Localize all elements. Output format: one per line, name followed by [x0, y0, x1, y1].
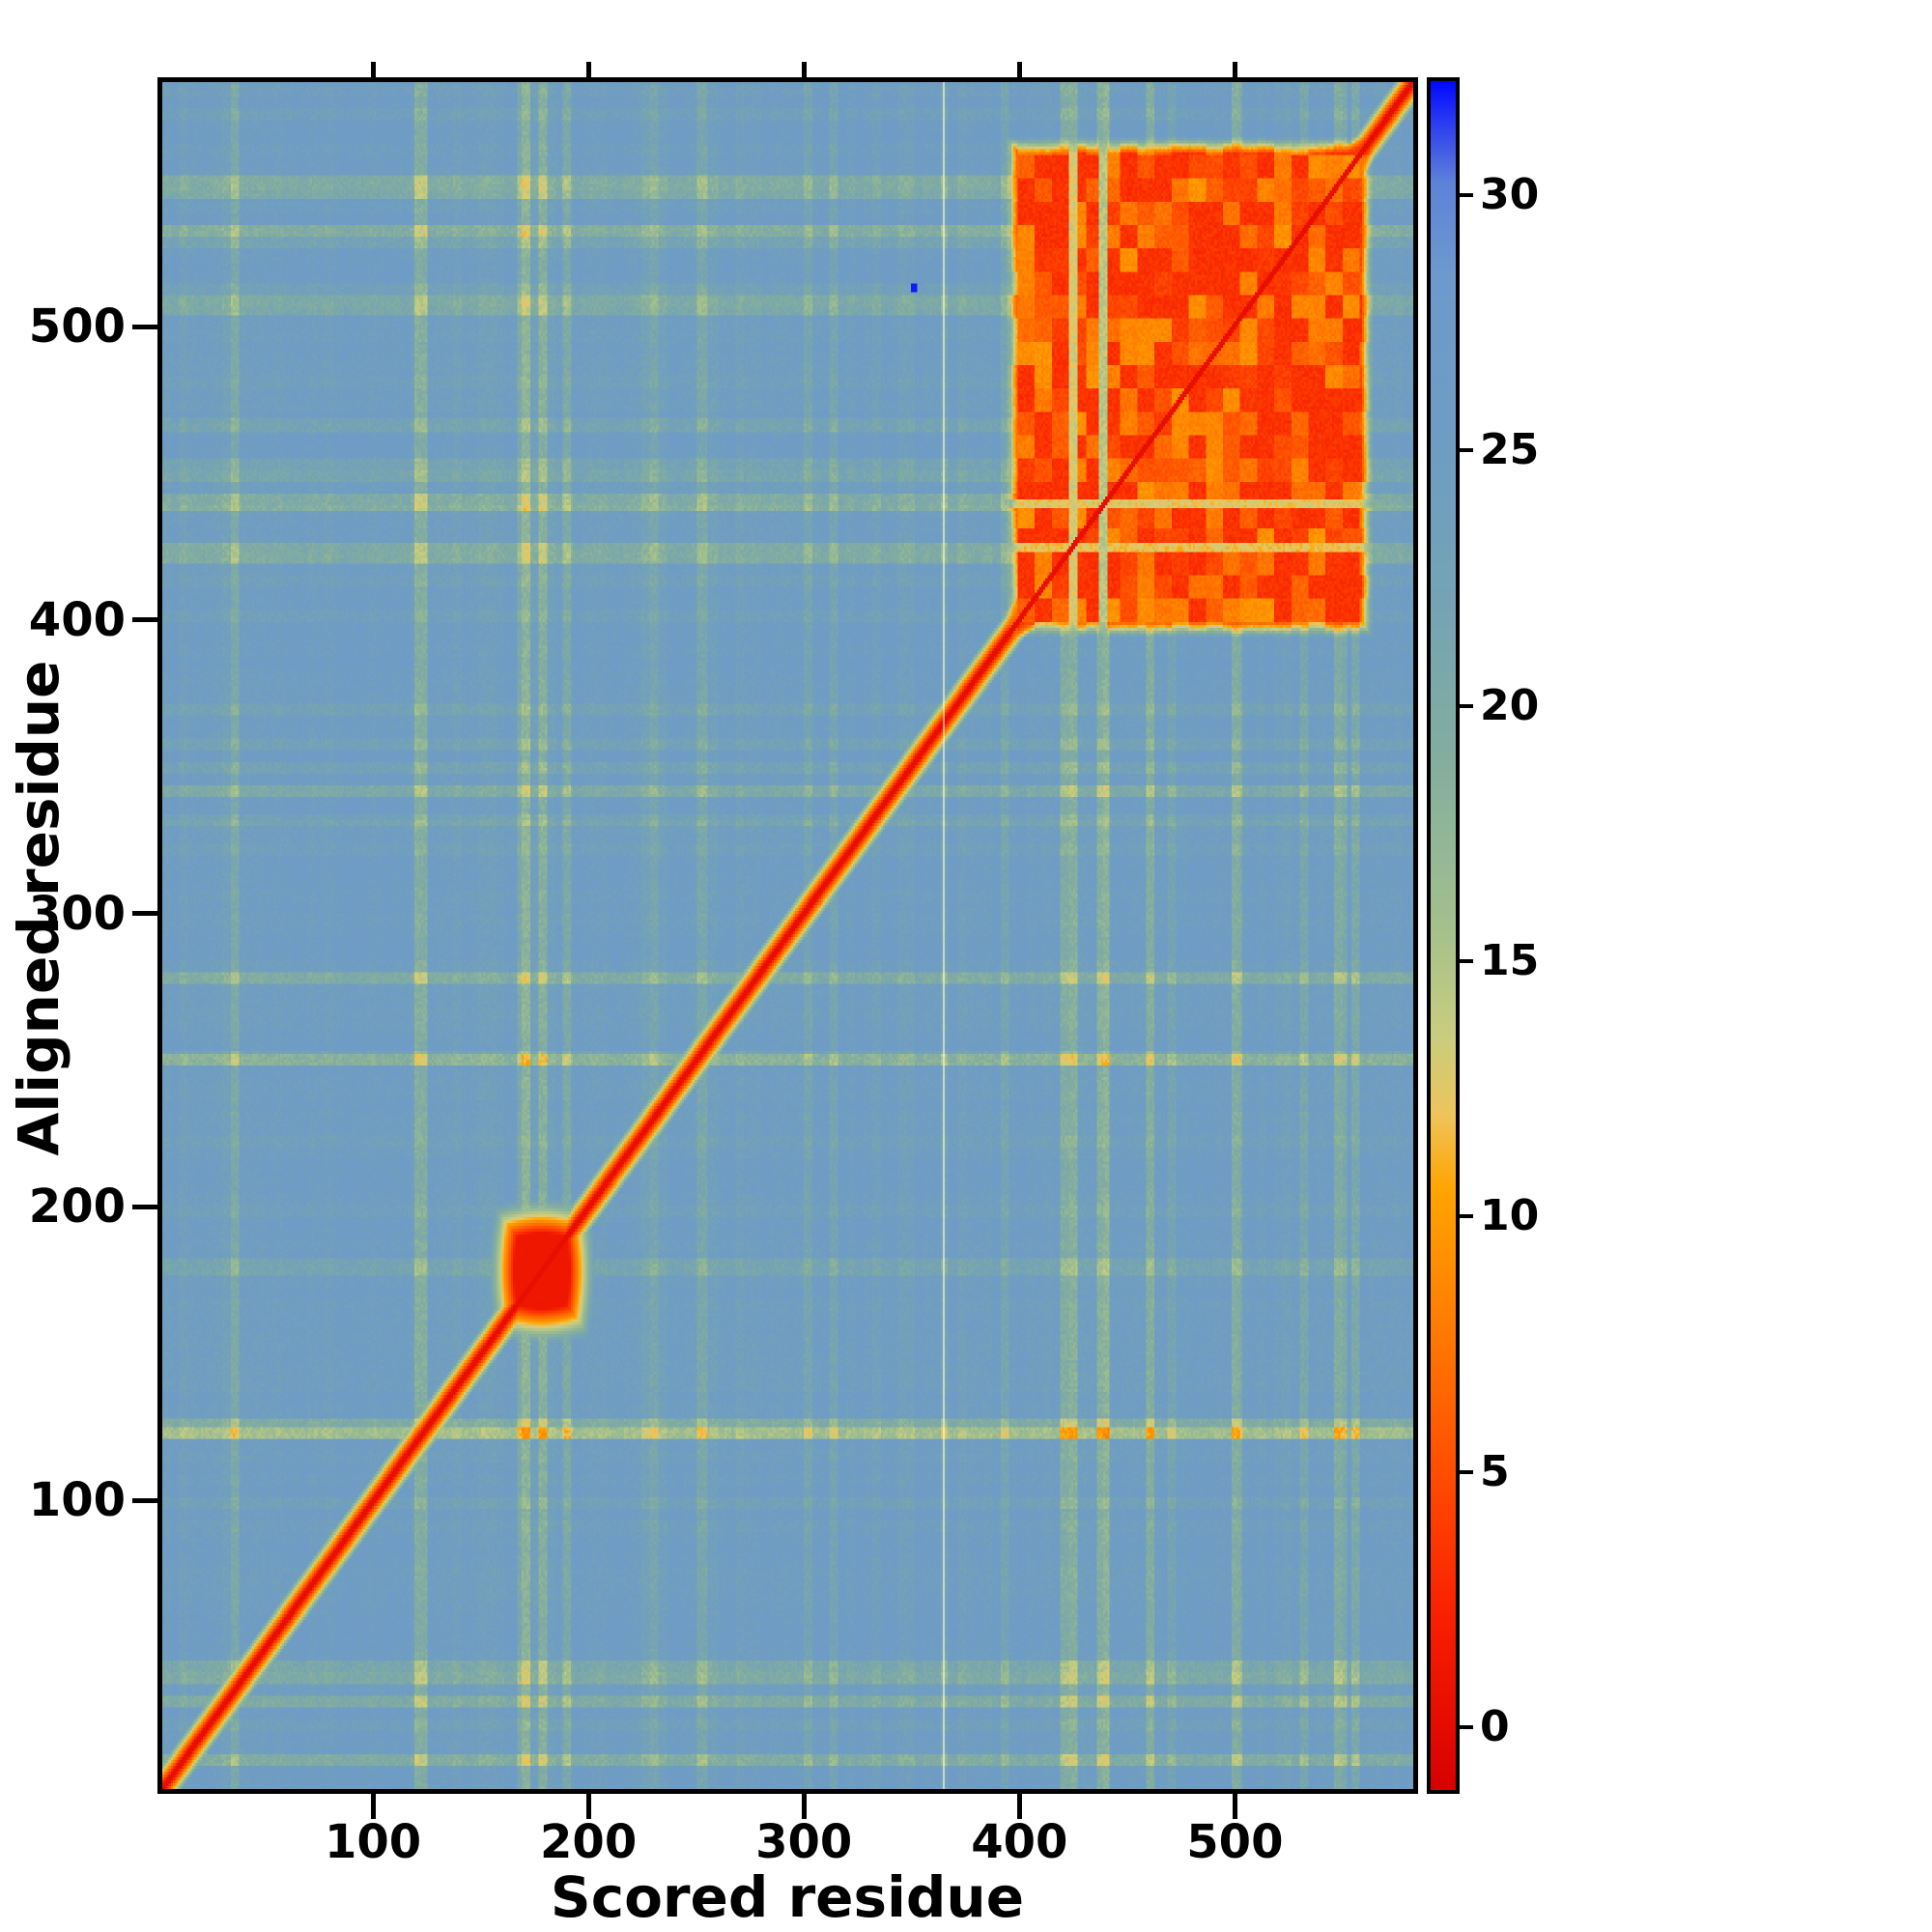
colorbar-tick-label: 25	[1480, 425, 1540, 475]
y-axis-tick	[132, 1497, 157, 1503]
x-axis-tick	[370, 1794, 376, 1819]
x-axis-tick-label: 100	[324, 1815, 422, 1869]
y-axis-tick	[132, 911, 157, 917]
heatmap-canvas	[162, 82, 1413, 1789]
colorbar-tick-label: 5	[1480, 1446, 1510, 1496]
y-axis-tick-label: 100	[28, 1473, 126, 1528]
colorbar-tick	[1460, 1469, 1473, 1474]
y-axis-tick-label: 300	[28, 886, 126, 941]
x-axis-tick	[801, 1794, 807, 1819]
x-axis-tick-label: 500	[1186, 1815, 1284, 1869]
y-axis-tick-label: 200	[28, 1179, 126, 1235]
colorbar-tick-label: 0	[1480, 1702, 1510, 1752]
x-axis-tick-label: 400	[971, 1815, 1068, 1869]
colorbar-tick	[1460, 1725, 1473, 1730]
x-axis-top-tick	[585, 62, 591, 77]
colorbar-tick-label: 15	[1480, 935, 1540, 985]
colorbar-tick	[1460, 448, 1473, 453]
x-axis-tick-label: 300	[755, 1815, 853, 1869]
colorbar-tick-label: 20	[1480, 680, 1540, 730]
x-axis-top-tick	[370, 62, 376, 77]
x-axis-tick	[585, 1794, 591, 1819]
y-axis-tick-label: 500	[28, 299, 126, 355]
y-axis-tick	[132, 1204, 157, 1209]
colorbar-tick-label: 30	[1480, 169, 1540, 219]
x-axis-top-tick	[801, 62, 807, 77]
colorbar-tick	[1460, 192, 1473, 197]
colorbar-tick	[1460, 958, 1473, 963]
x-axis-tick	[1016, 1794, 1022, 1819]
colorbar-tick	[1460, 703, 1473, 708]
x-axis-label: Scored residue	[550, 1864, 1025, 1930]
x-axis-tick	[1232, 1794, 1237, 1819]
y-axis-tick	[132, 617, 157, 623]
heatmap-plot-area	[157, 77, 1418, 1794]
y-axis-tick-label: 400	[28, 592, 126, 647]
colorbar	[1427, 77, 1460, 1794]
x-axis-tick-label: 200	[540, 1815, 638, 1869]
x-axis-top-tick	[1232, 62, 1237, 77]
colorbar-tick	[1460, 1214, 1473, 1219]
y-axis-tick	[132, 324, 157, 329]
colorbar-tick-label: 10	[1480, 1191, 1540, 1241]
x-axis-top-tick	[1016, 62, 1022, 77]
